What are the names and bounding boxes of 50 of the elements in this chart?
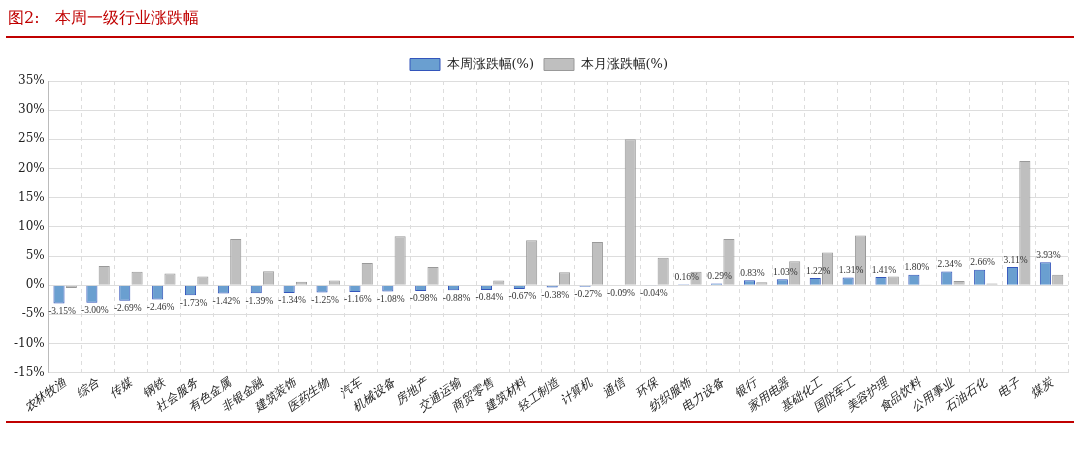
data-label: -0.27% — [574, 289, 603, 299]
y-tick-label: -5% — [21, 306, 45, 321]
data-label: -0.67% — [508, 291, 537, 302]
y-tick-label: 20% — [18, 160, 45, 175]
data-label: -0.09% — [607, 287, 635, 298]
data-label: -0.88% — [442, 292, 471, 303]
data-label: -3.15% — [48, 305, 76, 316]
data-label: -1.39% — [245, 295, 274, 306]
y-tick-label: 15% — [18, 189, 45, 204]
x-tick-label: 传媒 — [106, 373, 137, 401]
data-label: 1.22% — [805, 265, 831, 276]
data-label: 2.66% — [970, 257, 995, 268]
data-label: -2.46% — [146, 301, 175, 312]
data-label: -1.34% — [278, 295, 307, 306]
data-label: -0.98% — [409, 293, 438, 304]
y-tick-label: -10% — [13, 335, 45, 350]
data-label: -1.42% — [212, 295, 241, 306]
data-label: 3.93% — [1036, 250, 1061, 260]
data-label: -3.00% — [81, 304, 109, 315]
y-tick-label: -15% — [13, 364, 45, 379]
legend-label: 本月涨跌幅(%) — [580, 55, 668, 71]
chart-title: 图2: 本周一级行业涨跌幅 — [8, 8, 199, 29]
x-tick-label: 电子 — [994, 374, 1024, 401]
data-label: 2.34% — [937, 259, 963, 270]
data-label: -1.08% — [376, 293, 405, 304]
data-label: 1.41% — [871, 264, 897, 275]
y-tick-label: 35% — [18, 73, 45, 88]
y-tick-label: 30% — [18, 102, 45, 117]
data-label: -2.69% — [113, 303, 142, 314]
y-tick-label: 25% — [18, 131, 45, 146]
x-tick-label: 综合 — [73, 374, 103, 401]
data-label: 1.31% — [838, 265, 864, 276]
data-label: 1.80% — [904, 262, 930, 273]
data-label: -1.73% — [179, 297, 208, 308]
x-tick-label: 煤炭 — [1026, 374, 1056, 401]
data-label: 0.83% — [740, 268, 765, 279]
y-tick-label: 10% — [18, 218, 45, 233]
data-label: 0.29% — [707, 271, 732, 282]
y-tick-label: 0% — [25, 277, 45, 292]
data-label: -0.84% — [475, 292, 504, 303]
data-label: -1.16% — [344, 294, 372, 305]
legend-label: 本周涨跌幅(%) — [446, 55, 534, 71]
data-label: -0.38% — [541, 289, 570, 300]
data-label: -1.25% — [311, 294, 339, 305]
y-tick-label: 5% — [25, 248, 45, 263]
x-tick-label: 通信 — [599, 373, 630, 401]
data-label: 3.11% — [1003, 254, 1028, 265]
data-label: 1.03% — [773, 266, 798, 277]
data-label: 0.16% — [674, 271, 700, 282]
data-label: -0.04% — [639, 287, 668, 298]
